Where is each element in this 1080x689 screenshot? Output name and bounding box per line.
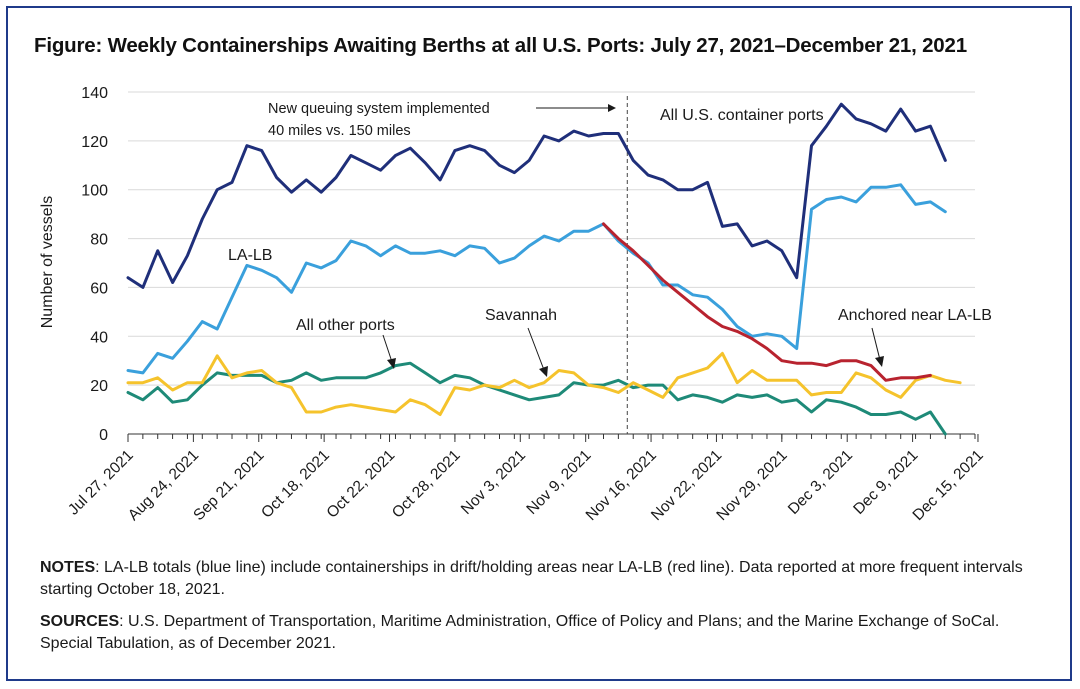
notes-label: NOTES bbox=[40, 559, 96, 576]
arrow-savannah bbox=[527, 327, 545, 371]
y-tick-label: 60 bbox=[90, 280, 108, 297]
queuing-arrowhead bbox=[608, 104, 616, 112]
label-all-us-ports: All U.S. container ports bbox=[660, 107, 824, 124]
label-anchored: Anchored near LA-LB bbox=[838, 307, 992, 324]
label-lalb: LA-LB bbox=[228, 247, 272, 264]
figure-frame bbox=[6, 6, 1072, 681]
y-tick-label: 0 bbox=[99, 427, 108, 444]
label-savannah: Savannah bbox=[485, 307, 557, 324]
series-line-savannah bbox=[126, 351, 962, 416]
grid-lines bbox=[128, 91, 975, 386]
sources-text: : U.S. Department of Transportation, Mar… bbox=[40, 613, 1000, 652]
sources-label: SOURCES bbox=[40, 613, 120, 630]
arrowhead-other-ports bbox=[387, 358, 396, 369]
x-tick-label: Jul 27, 2021 bbox=[65, 447, 137, 519]
x-tick-label: Nov 3, 2021 bbox=[458, 447, 529, 518]
x-tick-label: Dec 15, 2021 bbox=[910, 447, 987, 524]
series-line-anchored-near-la-lb bbox=[602, 222, 932, 382]
arrowhead-anchored bbox=[875, 356, 884, 367]
series-line-la-lb bbox=[126, 183, 947, 375]
queuing-annotation-line1: New queuing system implemented bbox=[268, 101, 490, 117]
x-tick-label: Sep 21, 2021 bbox=[190, 447, 267, 524]
notes-paragraph: NOTES: LA-LB totals (blue line) include … bbox=[40, 557, 1050, 601]
arrowhead-savannah bbox=[539, 366, 548, 377]
notes-text: : LA-LB totals (blue line) include conta… bbox=[40, 559, 1023, 598]
y-tick-label: 140 bbox=[81, 85, 108, 102]
arrow-anchored bbox=[871, 327, 881, 361]
y-tick-label: 100 bbox=[81, 183, 108, 200]
figure-title: Figure: Weekly Containerships Awaiting B… bbox=[34, 34, 967, 57]
x-tick-label: Oct 28, 2021 bbox=[389, 447, 464, 522]
queuing-annotation-line2: 40 miles vs. 150 miles bbox=[268, 123, 411, 139]
x-tick-label: Oct 22, 2021 bbox=[324, 447, 399, 522]
label-other-ports: All other ports bbox=[296, 317, 395, 334]
notes-block: NOTES: LA-LB totals (blue line) include … bbox=[40, 557, 1050, 665]
y-axis: 0 20 40 60 80 100 120 140 bbox=[81, 85, 108, 444]
x-tick-label: Nov 9, 2021 bbox=[523, 447, 594, 518]
y-tick-label: 120 bbox=[81, 134, 108, 151]
x-tick-label: Dec 9, 2021 bbox=[850, 447, 921, 518]
series-line-all-u-s-container-ports bbox=[126, 102, 947, 289]
x-tick-label: Oct 18, 2021 bbox=[258, 447, 333, 522]
y-tick-label: 80 bbox=[90, 232, 108, 249]
x-tick-label: Dec 3, 2021 bbox=[785, 447, 856, 518]
arrow-other-ports bbox=[382, 334, 393, 363]
y-tick-label: 20 bbox=[90, 378, 108, 395]
series-lines bbox=[126, 102, 962, 436]
annotations: New queuing system implemented 40 miles … bbox=[228, 101, 992, 377]
sources-paragraph: SOURCES: U.S. Department of Transportati… bbox=[40, 611, 1050, 655]
series-line-all-other-ports bbox=[126, 361, 947, 436]
y-axis-label: Number of vessels bbox=[39, 196, 56, 329]
x-tick-label: Nov 29, 2021 bbox=[713, 447, 790, 524]
y-tick-label: 40 bbox=[90, 329, 108, 346]
